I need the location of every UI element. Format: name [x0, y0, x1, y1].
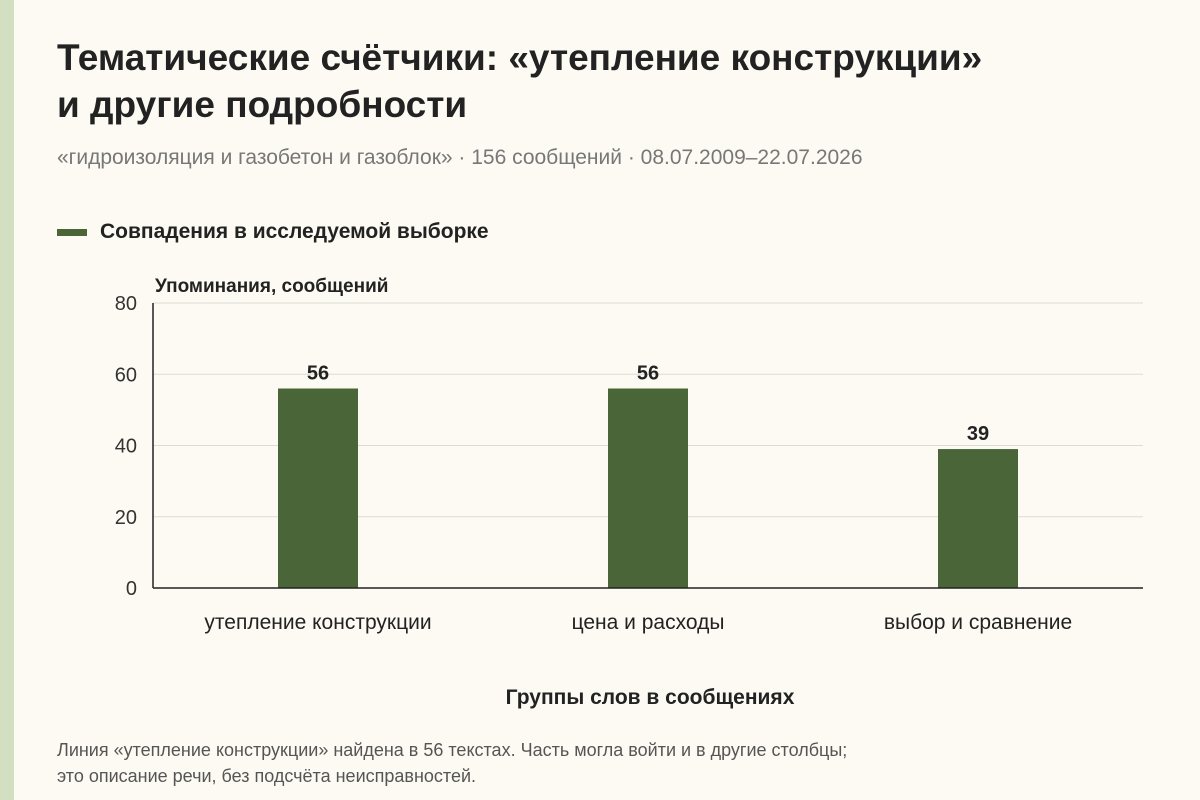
bar-value-label: 39	[967, 423, 989, 445]
bar-value-label: 56	[307, 363, 329, 385]
bar	[608, 388, 688, 588]
legend-label: Совпадения в исследуемой выборке	[100, 220, 489, 243]
left-accent-stripe	[0, 0, 14, 800]
bar	[938, 449, 1018, 588]
footnote: Линия «утепление конструкции» найдена в …	[57, 737, 1137, 789]
y-tick-label: 0	[126, 578, 137, 600]
x-tick-label: выбор и сравнение	[884, 611, 1072, 634]
title-line-1: Тематические счётчики: «утепление констр…	[57, 37, 983, 78]
x-axis-title: Группы слов в сообщениях	[505, 686, 795, 709]
y-tick-label: 80	[115, 293, 137, 315]
legend-swatch	[57, 228, 87, 236]
title-line-2: и другие подробности	[57, 84, 468, 125]
footnote-line-2: это описание речи, без подсчёта неисправ…	[57, 766, 477, 786]
bar-value-label: 56	[637, 363, 659, 385]
chart-subtitle: «гидроизоляция и газобетон и газоблок» ·…	[57, 146, 863, 169]
y-tick-label: 40	[115, 436, 137, 458]
bar	[278, 388, 358, 588]
x-tick-label: утепление конструкции	[204, 611, 431, 634]
x-tick-label: цена и расходы	[572, 611, 725, 634]
y-tick-label: 60	[115, 364, 137, 386]
footnote-line-1: Линия «утепление конструкции» найдена в …	[57, 740, 848, 760]
y-tick-label: 20	[115, 507, 137, 529]
legend: Совпадения в исследуемой выборке	[57, 219, 489, 245]
y-axis-title: Упоминания, сообщений	[155, 276, 388, 297]
chart-title: Тематические счётчики: «утепление констр…	[57, 34, 1157, 128]
